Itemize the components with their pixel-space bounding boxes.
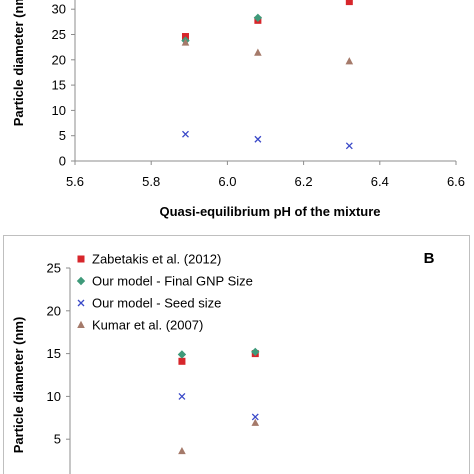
panel-a-y-ticks: 0 5 10 15 20 25 30: [52, 2, 75, 169]
panel-a-y-tick-label: 15: [52, 78, 66, 93]
panel-a-x-point: [345, 142, 353, 150]
panel-b-square-point: [178, 357, 186, 365]
panel-a-y-tick-label: 20: [52, 52, 66, 67]
panel-b-triangle-point: [178, 446, 186, 455]
panel-b-y-tick-label: 5: [54, 432, 61, 447]
panel-a-y-tick-label: 25: [52, 27, 66, 42]
panel-a-axes: [74, 0, 456, 162]
panel-b-marks: [177, 347, 260, 455]
legend-entry-label: Kumar et al. (2007): [92, 318, 203, 333]
panel-b-triangle-point: [251, 418, 260, 426]
panel-a-y-tick-label: 10: [52, 103, 66, 118]
panel-a-marks: [181, 0, 354, 150]
panel-a-triangle-point: [181, 38, 190, 46]
legend-entry-label: Zabetakis et al. (2012): [92, 252, 221, 267]
panel-b-y-tick-label: 15: [47, 346, 61, 361]
legend-x-swatch: [77, 299, 85, 307]
legend-entry-label: Our model - Seed size: [92, 296, 221, 311]
panel-a-triangle-point: [254, 48, 262, 56]
panel-b-x-point: [178, 392, 186, 400]
panel-b-y-tick-label: 25: [47, 261, 61, 276]
legend-entry-label: Our model - Final GNP Size: [92, 274, 253, 289]
panel-a-x-ticks: 5.6 5.8 6.0 6.2 6.4 6.6: [66, 161, 465, 189]
panel-a-x-point: [182, 130, 189, 138]
panel-a-x-tick-label: 6.4: [371, 174, 389, 189]
panel-b-letter: B: [424, 250, 435, 267]
panel-a-chart: 0 5 10 15 20 25 30 5.6 5.8 6.0 6.2 6.4 6.6 Particle…: [11, 0, 465, 219]
panel-b-frame: [3, 235, 470, 474]
panel-a-x-tick-label: 5.8: [142, 174, 160, 189]
panel-a-x-tick-label: 5.6: [66, 174, 84, 189]
legend-square-swatch: [77, 255, 85, 263]
panel-a-x-point: [254, 135, 262, 143]
panel-b-y-tick-label: 10: [47, 389, 61, 404]
panel-a-triangle-point: [345, 57, 354, 65]
panel-b-diamond-point: [251, 347, 260, 357]
panel-b-y-axis-title: Particle diameter (nm): [11, 317, 26, 454]
panel-a-y-tick-label: 30: [52, 2, 66, 17]
panel-b-legend: Zabetakis et al. (2012) Our model - Final…: [76, 252, 253, 333]
panel-b-diamond-point: [177, 350, 187, 359]
panel-a-x-tick-label: 6.6: [447, 174, 465, 189]
panel-a-square-point: [345, 0, 353, 6]
panel-a-y-tick-label: 0: [59, 154, 66, 169]
panel-a-y-axis-title: Particle diameter (nm): [11, 0, 26, 126]
panel-b-y-ticks: 25 20 15 10 5: [47, 261, 70, 447]
panel-a-x-axis-title: Quasi-equilibrium pH of the mixture: [159, 204, 380, 219]
panel-a-diamond-point: [253, 13, 263, 23]
panel-a-x-tick-label: 6.0: [218, 174, 236, 189]
panel-b-x-point: [251, 413, 259, 421]
panel-b-y-tick-label: 20: [47, 303, 61, 318]
panel-b-chart: 25 20 15 10 5 Zabetakis et al. (2012) Our mod…: [3, 235, 470, 474]
legend-triangle-swatch: [77, 320, 85, 328]
panel-a-x-tick-label: 6.2: [295, 174, 313, 189]
panel-a-y-tick-label: 5: [59, 128, 66, 143]
legend-diamond-swatch: [76, 276, 86, 286]
